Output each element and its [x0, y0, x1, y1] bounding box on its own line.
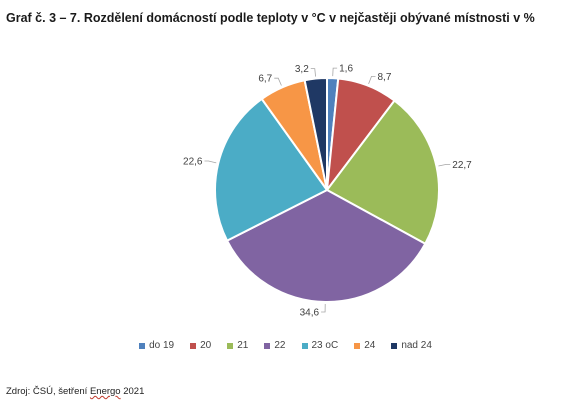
pie-slices	[214, 76, 440, 303]
legend-swatch	[391, 342, 398, 349]
leader-lines	[204, 67, 451, 313]
legend-label: do 19	[149, 340, 175, 351]
legend-swatch	[190, 342, 197, 349]
chart-legend: do 19 20 21 22 23 oC 24 nad 24	[0, 340, 571, 351]
source-prefix: Zdroj: ČSÚ, šetření	[6, 386, 90, 397]
legend-item-nad-24: nad 24	[391, 340, 432, 351]
legend-label: nad 24	[401, 340, 432, 351]
leader-line-nad-24	[310, 68, 316, 77]
source-note: Zdroj: ČSÚ, šetření Energo 2021	[6, 386, 144, 397]
data-label-nad-24: 3,2	[295, 64, 309, 75]
leader-line-24	[274, 77, 282, 86]
legend-item-do-19: do 19	[139, 340, 174, 351]
legend-label: 21	[237, 340, 249, 351]
legend-label: 24	[364, 340, 376, 351]
source-suffix: 2021	[120, 386, 145, 397]
chart-title: Graf č. 3 – 7. Rozdělení domácností podl…	[6, 11, 535, 25]
data-label-do-19: 1,6	[339, 64, 353, 75]
legend-item-20: 20	[190, 340, 211, 351]
legend-label: 20	[200, 340, 212, 351]
legend-item-22: 22	[264, 340, 286, 351]
legend-label: 22	[274, 340, 286, 351]
data-label-23-oc: 22,6	[183, 156, 203, 167]
pie-slice-22	[225, 188, 427, 303]
legend-item-24: 24	[354, 340, 375, 351]
pie-slice-nad-24	[303, 76, 328, 191]
legend-swatch	[264, 342, 271, 349]
data-label-21: 22,7	[452, 160, 472, 171]
data-labels: 1,6 8,7 22,7 34,6 22,6 6,7 3,2	[183, 64, 472, 319]
leader-line-23-oc	[204, 160, 217, 164]
legend-swatch	[139, 342, 146, 349]
leader-line-21	[438, 163, 451, 167]
data-label-20: 8,7	[378, 72, 392, 83]
legend-swatch	[227, 342, 234, 349]
legend-swatch	[354, 342, 361, 349]
data-label-24: 6,7	[258, 74, 272, 85]
leader-line-20	[368, 76, 376, 85]
pie-slice-23-oc	[214, 97, 329, 242]
pie-slice-21	[325, 99, 440, 246]
legend-item-23-oc: 23 oC	[301, 340, 339, 351]
source-energo: Energo	[89, 386, 121, 397]
legend-swatch	[301, 342, 308, 349]
leader-line-do-19	[332, 67, 338, 77]
leader-line-22	[321, 303, 326, 313]
data-label-22: 34,6	[300, 307, 320, 318]
legend-item-21: 21	[227, 340, 248, 351]
legend-label: 23 oC	[311, 340, 339, 351]
